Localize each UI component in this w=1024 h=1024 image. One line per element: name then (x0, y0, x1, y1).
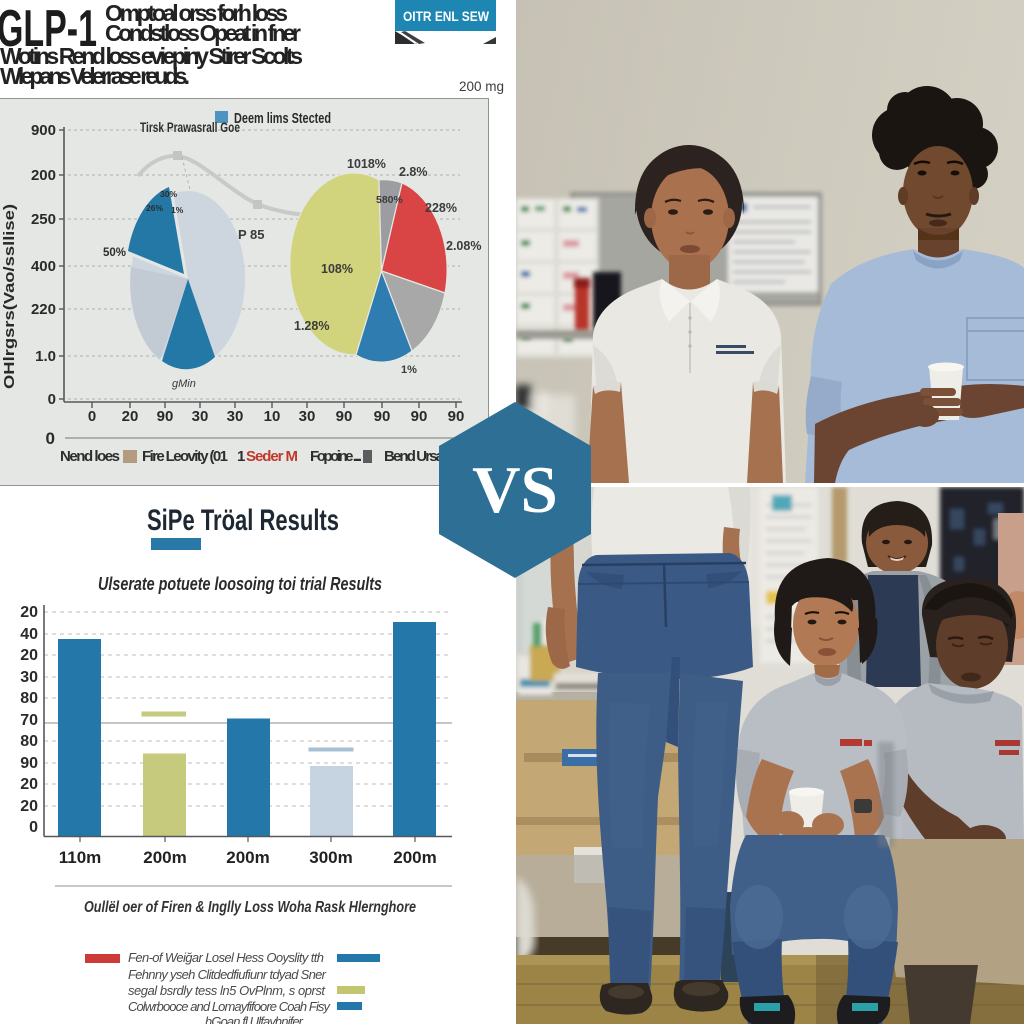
svg-text:Fen-of Weiğar Losel Hess Ooysl: Fen-of Weiğar Losel Hess Ooyslity tth (128, 950, 324, 965)
svg-text:Deem lims Stected: Deem lims Stected (234, 111, 331, 127)
svg-text:10: 10 (264, 408, 281, 425)
svg-text:108%: 108% (321, 262, 353, 276)
svg-text:200m: 200m (393, 848, 436, 867)
svg-text:26%: 26% (146, 203, 163, 213)
svg-text:80: 80 (20, 733, 38, 750)
svg-text:0: 0 (88, 408, 96, 425)
svg-text:Seder M: Seder M (246, 448, 298, 465)
svg-text:Condstloss Opeat in fner: Condstloss Opeat in fner (105, 20, 301, 46)
svg-text:0: 0 (29, 819, 38, 836)
svg-text:110m: 110m (59, 848, 102, 867)
svg-text:1: 1 (237, 448, 245, 465)
svg-text:gMin: gMin (172, 378, 196, 390)
svg-text:20: 20 (20, 604, 38, 621)
svg-text:90: 90 (374, 408, 391, 425)
svg-text:Nend loes: Nend loes (60, 448, 120, 465)
svg-text:200m: 200m (226, 848, 269, 867)
svg-text:30: 30 (20, 669, 38, 686)
svg-text:30: 30 (299, 408, 316, 425)
svg-text:50%: 50% (103, 247, 126, 259)
svg-text:900: 900 (31, 122, 56, 139)
svg-text:200m: 200m (143, 848, 186, 867)
svg-text:90: 90 (448, 408, 465, 425)
svg-text:GLP-1: GLP-1 (0, 0, 97, 58)
svg-text:580%: 580% (376, 194, 404, 206)
svg-text:200: 200 (31, 167, 56, 184)
svg-text:Ulserate potuete loosoing toi: Ulserate potuete loosoing toi trial Resu… (98, 574, 382, 594)
svg-text:20: 20 (122, 408, 139, 425)
svg-text:Tirsk Prawasrall Goe: Tirsk Prawasrall Goe (140, 120, 240, 135)
svg-text:90: 90 (411, 408, 428, 425)
svg-text:hGoan fl Ulfayhnifer: hGoan fl Ulfayhnifer (205, 1014, 304, 1024)
svg-text:250: 250 (31, 211, 56, 228)
svg-text:Oullël oer of Firen & Inglly L: Oullël oer of Firen & Inglly Loss Woha R… (84, 899, 416, 916)
svg-text:Colwrbooce and Lomayfifoore Co: Colwrbooce and Lomayfifoore Coah Fisy (128, 999, 332, 1014)
svg-text:40: 40 (20, 626, 38, 643)
svg-text:20: 20 (20, 776, 38, 793)
svg-text:1%: 1% (171, 205, 184, 215)
svg-text:P 85: P 85 (238, 227, 265, 242)
svg-text:Bend Ursa: Bend Ursa (384, 448, 445, 465)
svg-text:Fopoine ....: Fopoine .... (310, 448, 362, 465)
svg-text:Fire Leovity (01: Fire Leovity (01 (142, 448, 228, 465)
svg-text:200 mg: 200 mg (459, 79, 504, 94)
svg-text:20: 20 (20, 798, 38, 815)
svg-text:Wlepans Velerrase reuds.: Wlepans Velerrase reuds. (0, 63, 190, 89)
svg-text:1018%: 1018% (347, 157, 386, 171)
svg-text:2.8%: 2.8% (399, 165, 428, 179)
svg-text:220: 220 (31, 301, 56, 318)
svg-text:20: 20 (20, 647, 38, 664)
svg-text:OHlrgsrs(Vao/ssllise): OHlrgsrs(Vao/ssllise) (1, 204, 18, 389)
svg-text:OITR ENL SEW: OITR ENL SEW (403, 8, 490, 24)
svg-text:1%: 1% (401, 364, 417, 376)
svg-text:90: 90 (336, 408, 353, 425)
svg-text:Omptoal orss forh loss: Omptoal orss forh loss (105, 0, 288, 26)
svg-text:Fehnny yseh Clitdedfiufiunr td: Fehnny yseh Clitdedfiufiunr tdyad Sner (128, 967, 327, 982)
svg-text:300m: 300m (309, 848, 352, 867)
svg-text:30: 30 (227, 408, 244, 425)
svg-text:228%: 228% (425, 201, 457, 215)
svg-text:Wotins Rend loss eviepiny Stir: Wotins Rend loss eviepiny Stirer Scolts (0, 43, 303, 69)
svg-text:80: 80 (20, 690, 38, 707)
svg-text:30%: 30% (160, 189, 177, 199)
svg-text:2.08%: 2.08% (446, 239, 481, 253)
svg-text:VS: VS (472, 453, 558, 527)
svg-text:1.0: 1.0 (35, 348, 56, 365)
svg-text:1.28%: 1.28% (294, 319, 329, 333)
svg-text:30: 30 (192, 408, 209, 425)
svg-text:0: 0 (48, 391, 56, 408)
svg-text:0: 0 (46, 429, 55, 448)
svg-text:90: 90 (157, 408, 174, 425)
svg-text:90: 90 (20, 755, 38, 772)
svg-text:SiPe Tröal Results: SiPe Tröal Results (147, 504, 339, 537)
svg-text:segal bsrdly tess ln5 OvPlnm,: segal bsrdly tess ln5 OvPlnm, s oprst (128, 983, 326, 998)
svg-text:400: 400 (31, 258, 56, 275)
svg-text:70: 70 (20, 712, 38, 729)
